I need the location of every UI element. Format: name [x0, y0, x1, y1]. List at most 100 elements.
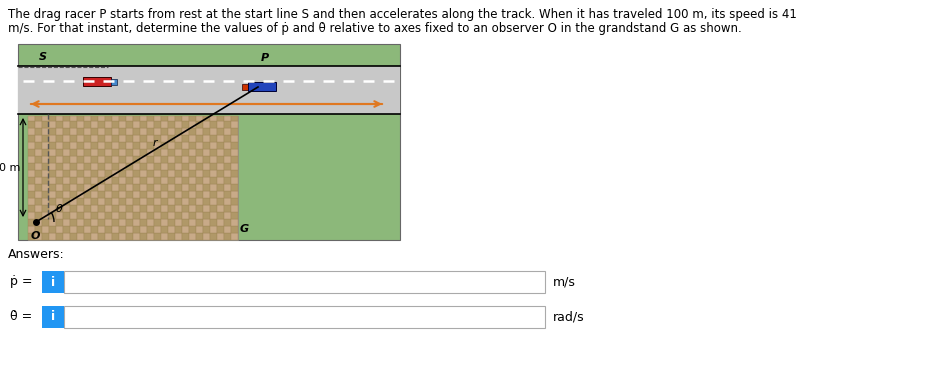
Bar	[203, 170, 210, 177]
Bar	[91, 142, 98, 149]
Bar	[168, 149, 175, 156]
Bar	[182, 142, 189, 149]
Bar	[140, 163, 147, 170]
Bar	[154, 219, 161, 226]
Bar	[210, 156, 217, 163]
Bar	[196, 184, 203, 191]
Bar	[63, 170, 70, 177]
Bar	[126, 121, 133, 128]
Bar	[168, 205, 175, 212]
Bar	[161, 116, 168, 121]
Bar	[224, 191, 231, 198]
Bar	[70, 184, 77, 191]
Bar	[140, 205, 147, 212]
Bar	[49, 205, 56, 212]
Bar	[210, 128, 217, 135]
Bar	[98, 156, 105, 163]
Bar	[49, 198, 56, 205]
Bar	[49, 177, 56, 184]
Bar	[154, 184, 161, 191]
Bar	[84, 156, 91, 163]
Bar	[42, 198, 49, 205]
Text: r: r	[153, 139, 158, 149]
Bar	[224, 135, 231, 142]
Bar	[126, 142, 133, 149]
Bar	[84, 142, 91, 149]
Bar	[168, 142, 175, 149]
Bar	[70, 212, 77, 219]
Bar	[105, 135, 112, 142]
Bar	[77, 219, 84, 226]
Bar	[217, 128, 224, 135]
Bar	[203, 219, 210, 226]
Bar	[154, 142, 161, 149]
Bar	[196, 121, 203, 128]
Bar	[133, 135, 140, 142]
Bar	[161, 142, 168, 149]
Bar	[217, 121, 224, 128]
Bar	[42, 184, 49, 191]
Bar	[161, 184, 168, 191]
Bar	[49, 142, 56, 149]
Bar	[147, 142, 154, 149]
Bar	[203, 233, 210, 240]
Bar	[98, 163, 105, 170]
Bar	[231, 226, 238, 233]
Bar	[154, 177, 161, 184]
Bar	[175, 149, 182, 156]
Bar	[161, 170, 168, 177]
Bar	[42, 226, 49, 233]
Bar	[77, 226, 84, 233]
Bar	[133, 170, 140, 177]
Bar	[119, 135, 126, 142]
Bar	[217, 198, 224, 205]
Bar	[224, 184, 231, 191]
Bar	[224, 226, 231, 233]
Bar	[133, 163, 140, 170]
Bar	[112, 177, 119, 184]
Bar	[210, 121, 217, 128]
Bar	[161, 128, 168, 135]
Bar	[203, 116, 210, 121]
Bar	[154, 128, 161, 135]
Bar	[112, 205, 119, 212]
Bar	[56, 163, 63, 170]
Bar	[42, 233, 49, 240]
Bar	[112, 156, 119, 163]
Bar	[98, 184, 105, 191]
Bar	[224, 198, 231, 205]
Bar	[231, 128, 238, 135]
Bar	[63, 205, 70, 212]
Bar	[196, 177, 203, 184]
Bar	[196, 170, 203, 177]
Bar	[210, 233, 217, 240]
Bar	[63, 163, 70, 170]
Bar	[77, 156, 84, 163]
Bar	[91, 226, 98, 233]
Bar	[112, 163, 119, 170]
Bar	[105, 233, 112, 240]
Bar	[203, 205, 210, 212]
Bar	[70, 135, 77, 142]
Bar	[224, 163, 231, 170]
Bar	[168, 191, 175, 198]
Bar	[231, 121, 238, 128]
Bar	[147, 177, 154, 184]
Bar	[133, 226, 140, 233]
Bar	[35, 163, 42, 170]
Bar	[168, 135, 175, 142]
Bar	[42, 121, 49, 128]
Bar	[154, 226, 161, 233]
Bar	[210, 219, 217, 226]
Bar	[147, 156, 154, 163]
Bar	[182, 177, 189, 184]
Bar	[28, 191, 35, 198]
Bar	[175, 156, 182, 163]
Bar	[28, 116, 35, 121]
Bar	[42, 170, 49, 177]
Bar	[98, 205, 105, 212]
Bar	[140, 219, 147, 226]
Bar	[105, 142, 112, 149]
Text: m/s. For that instant, determine the values of ṗ and θ̇ relative to axes fixed t: m/s. For that instant, determine the val…	[8, 22, 742, 35]
Bar	[42, 116, 49, 121]
